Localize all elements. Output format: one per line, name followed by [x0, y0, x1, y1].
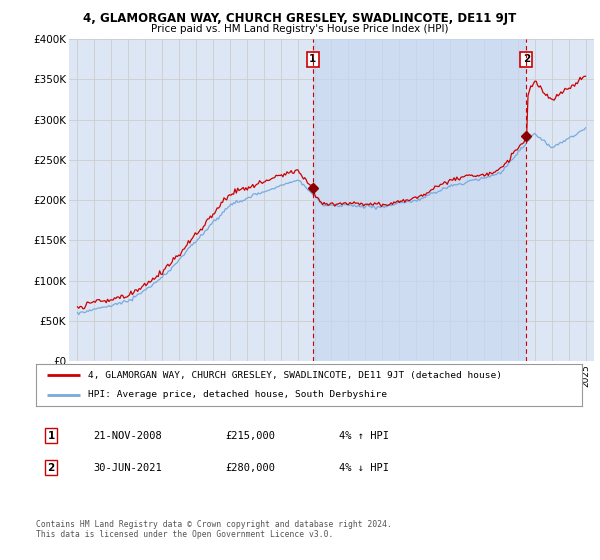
Text: 2: 2 — [523, 54, 530, 64]
Text: 30-JUN-2021: 30-JUN-2021 — [93, 463, 162, 473]
Text: 1: 1 — [309, 54, 316, 64]
Text: Price paid vs. HM Land Registry's House Price Index (HPI): Price paid vs. HM Land Registry's House … — [151, 24, 449, 34]
Text: 2: 2 — [47, 463, 55, 473]
Text: 4, GLAMORGAN WAY, CHURCH GRESLEY, SWADLINCOTE, DE11 9JT (detached house): 4, GLAMORGAN WAY, CHURCH GRESLEY, SWADLI… — [88, 371, 502, 380]
Text: HPI: Average price, detached house, South Derbyshire: HPI: Average price, detached house, Sout… — [88, 390, 387, 399]
Text: 21-NOV-2008: 21-NOV-2008 — [93, 431, 162, 441]
Text: £215,000: £215,000 — [225, 431, 275, 441]
Text: 4, GLAMORGAN WAY, CHURCH GRESLEY, SWADLINCOTE, DE11 9JT: 4, GLAMORGAN WAY, CHURCH GRESLEY, SWADLI… — [83, 12, 517, 25]
Text: Contains HM Land Registry data © Crown copyright and database right 2024.
This d: Contains HM Land Registry data © Crown c… — [36, 520, 392, 539]
Text: £280,000: £280,000 — [225, 463, 275, 473]
Bar — [313, 39, 526, 361]
Text: 4% ↓ HPI: 4% ↓ HPI — [339, 463, 389, 473]
Text: 4% ↑ HPI: 4% ↑ HPI — [339, 431, 389, 441]
Text: 1: 1 — [47, 431, 55, 441]
